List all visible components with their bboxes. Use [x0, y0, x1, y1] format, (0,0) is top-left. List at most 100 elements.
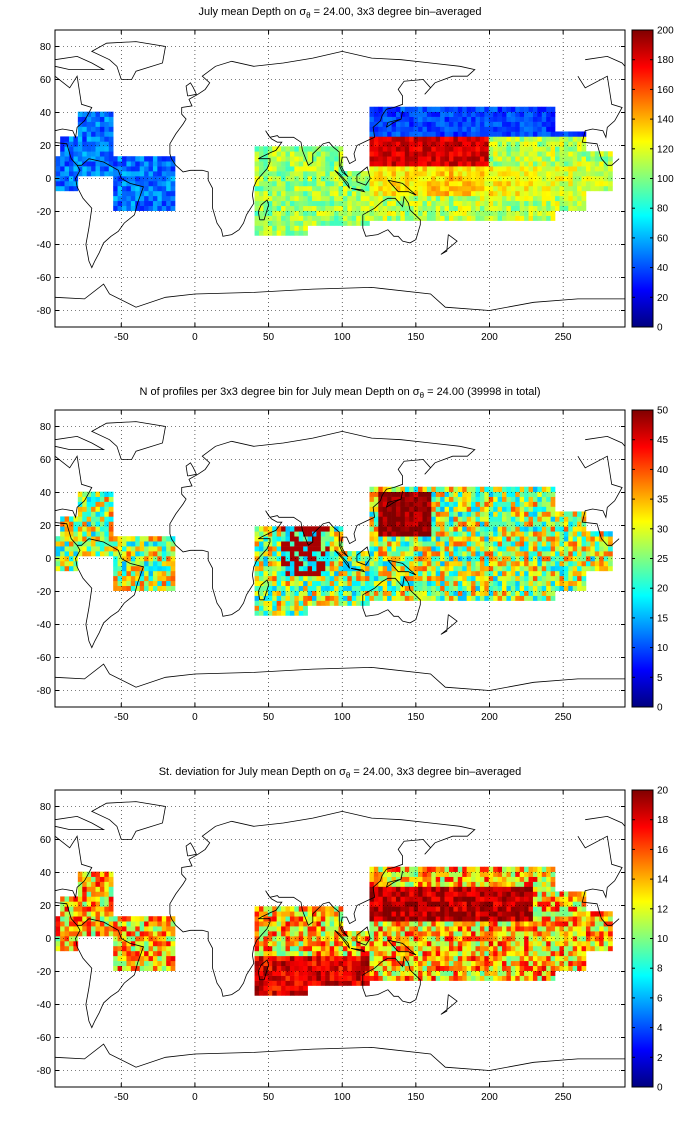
heatmap-cell	[475, 521, 481, 527]
heatmap-cell	[126, 955, 132, 962]
heatmap-cell	[413, 526, 419, 532]
heatmap-cell	[426, 590, 432, 596]
heatmap-cell	[409, 121, 414, 127]
heatmap-cell	[139, 585, 145, 591]
heatmap-cell	[117, 541, 123, 547]
heatmap-cell	[95, 906, 101, 912]
heatmap-cell	[409, 945, 414, 952]
heatmap-cell	[144, 945, 149, 952]
heatmap-cell	[373, 486, 379, 492]
heatmap-cell	[382, 521, 388, 527]
heatmap-cell	[382, 881, 388, 887]
heatmap-cell	[152, 190, 158, 197]
heatmap-cell	[263, 556, 269, 562]
heatmap-cell	[298, 230, 304, 236]
heatmap-cell	[577, 521, 582, 527]
heatmap-cell	[281, 906, 286, 912]
heatmap-cell	[254, 940, 260, 947]
heatmap-cell	[294, 911, 300, 917]
heatmap-cell	[373, 886, 379, 892]
heatmap-cell	[475, 565, 481, 572]
heatmap-cell	[395, 921, 401, 927]
heatmap-cell	[435, 176, 441, 182]
heatmap-cell	[351, 595, 357, 601]
heatmap-cell	[559, 131, 565, 137]
heatmap-cell	[387, 116, 392, 122]
heatmap-cell	[577, 541, 582, 547]
heatmap-cell	[387, 585, 392, 591]
heatmap-cell	[404, 200, 410, 207]
heatmap-cell	[298, 950, 304, 957]
heatmap-cell	[453, 496, 459, 502]
heatmap-cell	[267, 955, 273, 962]
heatmap-cell	[418, 960, 423, 967]
heatmap-cell	[307, 585, 313, 591]
heatmap-cell	[329, 590, 335, 596]
heatmap-cell	[479, 161, 485, 167]
heatmap-cell	[524, 551, 529, 557]
heatmap-cell	[254, 921, 260, 927]
heatmap-cell	[510, 156, 516, 162]
heatmap-cell	[281, 575, 286, 582]
heatmap-cell	[95, 521, 101, 527]
heatmap-cell	[82, 141, 87, 147]
heatmap-cell	[298, 541, 304, 547]
heatmap-cell	[506, 205, 512, 211]
heatmap-cell	[126, 195, 132, 202]
heatmap-cell	[281, 945, 286, 952]
heatmap-cell	[86, 161, 92, 167]
heatmap-cell	[568, 195, 574, 202]
heatmap-cell	[457, 126, 463, 132]
heatmap-cell	[135, 166, 140, 172]
heatmap-cell	[347, 965, 353, 971]
heatmap-cell	[122, 190, 127, 197]
heatmap-cell	[91, 921, 96, 927]
heatmap-cell	[537, 486, 543, 492]
heatmap-cell	[329, 220, 335, 226]
heatmap-cell	[608, 536, 613, 542]
heatmap-cell	[91, 906, 96, 912]
heatmap-cell	[263, 580, 269, 587]
heatmap-cell	[502, 151, 507, 157]
heatmap-cell	[475, 126, 481, 132]
heatmap-cell	[426, 141, 432, 147]
heatmap-cell	[404, 106, 410, 112]
heatmap-cell	[418, 111, 423, 117]
heatmap-cell	[422, 906, 428, 912]
heatmap-cell	[68, 945, 74, 952]
heatmap-cell	[537, 570, 543, 577]
heatmap-cell	[426, 955, 432, 962]
heatmap-cell	[338, 560, 344, 567]
heatmap-cell	[457, 521, 463, 527]
heatmap-cell	[585, 156, 591, 162]
heatmap-cell	[404, 551, 410, 557]
heatmap-cell	[267, 146, 273, 152]
heatmap-cell	[541, 156, 547, 162]
heatmap-cell	[409, 965, 414, 971]
heatmap-cell	[502, 126, 507, 132]
heatmap-cell	[122, 205, 127, 211]
heatmap-cell	[55, 921, 61, 927]
heatmap-cell	[581, 546, 587, 552]
heatmap-cell	[466, 210, 472, 216]
heatmap-cell	[254, 536, 260, 542]
heatmap-cell	[387, 210, 392, 216]
heatmap-cell	[506, 511, 512, 517]
heatmap-cell	[135, 570, 140, 577]
heatmap-cell	[351, 171, 357, 177]
heatmap-cell	[113, 171, 118, 177]
heatmap-cell	[289, 556, 295, 562]
heatmap-cell	[86, 491, 92, 497]
heatmap-cell	[170, 580, 176, 587]
heatmap-cell	[524, 131, 529, 137]
heatmap-cell	[391, 106, 397, 112]
heatmap-cell	[307, 215, 313, 221]
heatmap-cell	[325, 215, 330, 221]
heatmap-cell	[413, 866, 419, 872]
heatmap-cell	[298, 955, 304, 962]
heatmap-cell	[418, 141, 423, 147]
heatmap-cell	[457, 151, 463, 157]
heatmap-cell	[369, 121, 375, 127]
heatmap-cell	[559, 156, 565, 162]
heatmap-cell	[135, 950, 140, 957]
